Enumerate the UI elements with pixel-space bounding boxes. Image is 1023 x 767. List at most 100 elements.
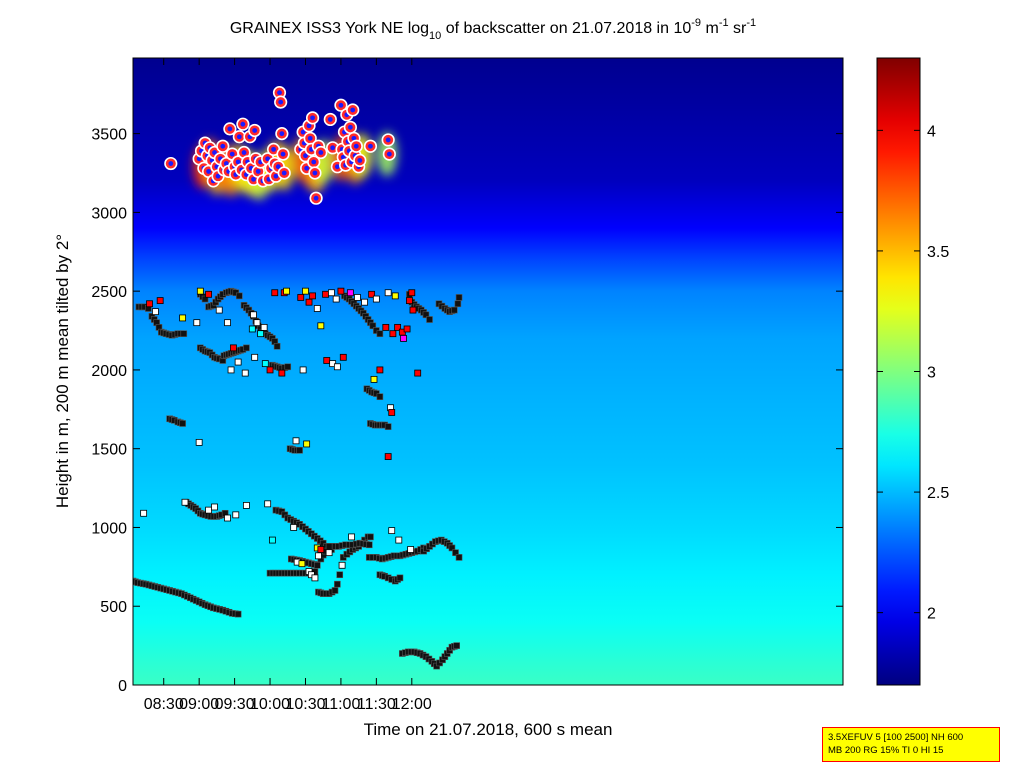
colorbar-tick-label: 3.5 bbox=[927, 244, 949, 261]
layer-marker bbox=[181, 498, 189, 506]
title-exponent-2: -1 bbox=[719, 17, 729, 29]
layer-series bbox=[399, 642, 460, 670]
layer-point bbox=[369, 322, 377, 330]
colorbar-ticks: 2 2.5 3 3.5 4 bbox=[877, 123, 949, 623]
layer-marker bbox=[299, 366, 307, 374]
cloud-top-marker bbox=[236, 117, 250, 131]
title-exponent-3: -1 bbox=[746, 17, 756, 29]
layer-marker bbox=[253, 319, 261, 327]
layer-point bbox=[376, 393, 384, 401]
layer-series bbox=[435, 294, 463, 315]
layer-marker bbox=[376, 366, 384, 374]
layer-point bbox=[243, 344, 250, 352]
layer-marker bbox=[395, 536, 403, 544]
layer-marker bbox=[290, 524, 298, 531]
colorbar bbox=[876, 57, 921, 686]
layer-point bbox=[448, 544, 456, 552]
layer-point bbox=[367, 533, 374, 541]
layer-marker bbox=[215, 306, 223, 314]
layer-marker bbox=[354, 294, 361, 301]
layer-marker bbox=[370, 375, 378, 383]
layer-marker bbox=[333, 363, 341, 371]
cloud-top-marker bbox=[164, 156, 178, 171]
layer-marker bbox=[264, 500, 272, 508]
layer-point bbox=[453, 642, 460, 649]
layer-point bbox=[296, 446, 303, 454]
layer-marker bbox=[388, 409, 396, 416]
x-tick-label: 09:00 bbox=[179, 696, 219, 713]
layer-point bbox=[455, 294, 463, 301]
y-tick-label: 2500 bbox=[91, 284, 127, 301]
chart-title: GRAINEX ISS3 York NE log10 of backscatte… bbox=[230, 17, 756, 42]
layer-marker bbox=[346, 289, 354, 297]
layer-marker bbox=[257, 330, 264, 338]
layer-marker bbox=[195, 438, 203, 446]
layer-point bbox=[336, 571, 344, 579]
y-tick-label: 0 bbox=[118, 678, 127, 695]
layer-marker bbox=[338, 561, 346, 569]
layer-marker bbox=[323, 357, 331, 364]
cloud-top-marker bbox=[381, 133, 395, 147]
cloud-top-marker bbox=[248, 123, 262, 138]
layer-point bbox=[422, 311, 430, 319]
layer-marker bbox=[278, 369, 286, 377]
cloud-top-marker bbox=[211, 169, 225, 183]
layer-series bbox=[135, 303, 188, 339]
layer-marker bbox=[406, 297, 413, 305]
title-prefix: GRAINEX ISS3 York NE log bbox=[230, 20, 429, 37]
layer-marker bbox=[384, 453, 392, 460]
layer-point bbox=[331, 587, 339, 594]
layer-marker bbox=[156, 297, 164, 305]
cloud-top-marker bbox=[334, 98, 348, 112]
colorbar-tick-label: 2 bbox=[927, 606, 936, 623]
layer-marker bbox=[179, 314, 187, 322]
cloud-top-marker bbox=[349, 139, 363, 153]
layer-marker bbox=[261, 360, 269, 368]
layer-marker bbox=[348, 533, 355, 541]
layer-point bbox=[451, 306, 458, 314]
layer-marker bbox=[271, 289, 279, 297]
title-middle: of backscatter on 21.07.2018 in 10 bbox=[441, 20, 691, 37]
layer-series bbox=[406, 291, 433, 323]
title-exponent-1: -9 bbox=[691, 17, 701, 29]
cloud-top-marker bbox=[275, 127, 289, 141]
x-tick-label: 09:30 bbox=[215, 696, 255, 713]
layer-marker bbox=[303, 440, 311, 448]
layer-series bbox=[363, 385, 384, 401]
x-tick-label: 11:00 bbox=[321, 696, 360, 713]
layer-marker bbox=[382, 323, 390, 331]
x-tick-label: 10:30 bbox=[285, 696, 325, 713]
layer-series bbox=[266, 568, 319, 577]
layer-marker bbox=[196, 287, 204, 295]
layer-marker bbox=[232, 511, 240, 519]
aerosol-layer-series bbox=[133, 287, 463, 670]
layer-point bbox=[180, 330, 188, 337]
layer-marker bbox=[384, 289, 392, 297]
layer-marker bbox=[250, 311, 257, 319]
layer-point bbox=[426, 316, 433, 323]
layer-marker bbox=[389, 330, 397, 338]
layer-marker bbox=[372, 295, 380, 303]
layer-marker bbox=[361, 298, 368, 306]
layer-marker bbox=[317, 322, 325, 330]
cloud-top-marker bbox=[326, 141, 340, 155]
y-tick-label: 1000 bbox=[91, 520, 127, 537]
layer-point bbox=[313, 561, 321, 569]
layer-marker bbox=[193, 319, 201, 327]
layer-series bbox=[197, 344, 227, 364]
cloud-top-marker bbox=[216, 139, 230, 153]
layer-marker bbox=[205, 506, 213, 514]
layer-point bbox=[179, 420, 186, 427]
cloud-top-marker bbox=[353, 153, 367, 167]
cloud-top-marker bbox=[272, 86, 287, 100]
y-axis-label: Height in m, 200 m mean tilted by 2° bbox=[53, 234, 72, 508]
title-prefix-subscript: 10 bbox=[429, 30, 441, 42]
colorbar-tick-label: 2.5 bbox=[927, 485, 949, 502]
layer-point bbox=[365, 541, 373, 549]
layer-marker bbox=[332, 295, 340, 303]
processing-info-box: 3.5XEFUV 5 [100 2500] NH 600 MB 200 RG 1… bbox=[822, 727, 1000, 762]
layer-marker bbox=[266, 366, 274, 374]
layer-marker bbox=[234, 358, 242, 366]
